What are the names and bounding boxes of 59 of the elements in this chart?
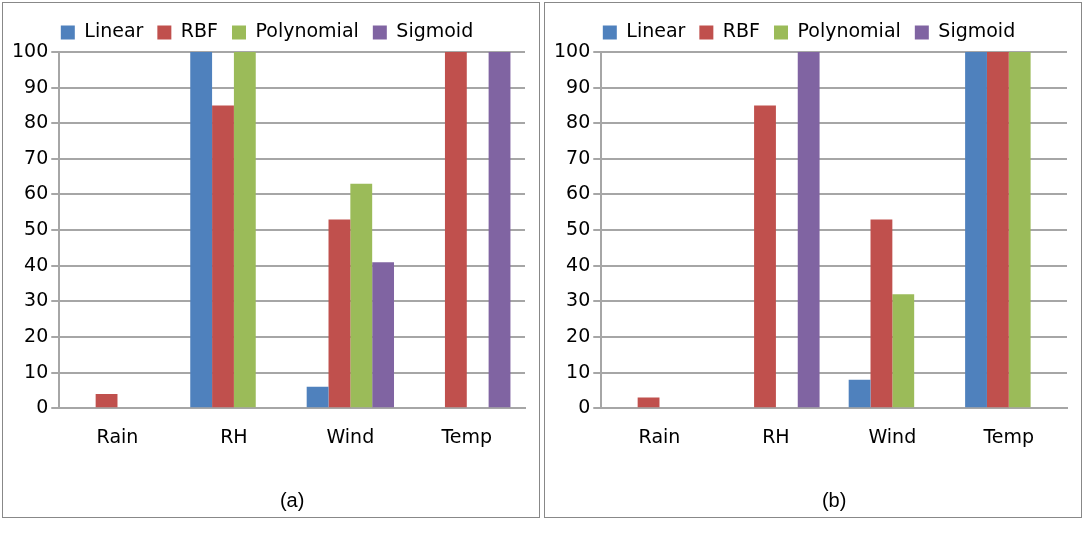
y-tick-label: 50	[566, 217, 591, 240]
bar	[986, 52, 1009, 408]
y-tick-label: 30	[566, 288, 591, 311]
bar	[95, 393, 118, 408]
y-tick-label: 0	[578, 395, 591, 418]
y-tick-label: 30	[24, 288, 49, 311]
legend-label: RBF	[722, 19, 761, 42]
legend-label: Linear	[84, 19, 144, 42]
x-axis-title: (b)	[821, 488, 847, 511]
x-tick-label: RH	[762, 424, 790, 447]
bar	[488, 52, 511, 408]
bar	[306, 386, 329, 408]
legend-label: Polynomial	[255, 19, 359, 42]
y-tick-label: 90	[566, 74, 591, 97]
y-tick-label: 70	[566, 145, 591, 168]
bar	[190, 52, 213, 408]
x-tick-label: Temp	[982, 424, 1035, 447]
x-tick-label: Temp	[440, 424, 493, 447]
x-tick-label: Wind	[326, 424, 375, 447]
y-tick-label: 20	[566, 323, 591, 346]
legend-label: RBF	[180, 19, 219, 42]
y-tick-label: 20	[24, 323, 49, 346]
y-tick-label: 50	[24, 217, 49, 240]
bar	[328, 219, 351, 408]
y-tick-label: 40	[24, 252, 49, 275]
y-tick-label: 40	[566, 252, 591, 275]
y-tick-label: 10	[566, 359, 591, 382]
y-tick-label: 90	[24, 74, 49, 97]
bar	[797, 52, 820, 408]
bar	[892, 294, 915, 408]
bar	[754, 105, 776, 408]
x-tick-label: Wind	[868, 424, 917, 447]
bar	[350, 183, 373, 408]
legend-label: Sigmoid	[938, 19, 1016, 42]
bar	[372, 262, 395, 408]
y-tick-label: 10	[24, 359, 49, 382]
y-tick-label: 80	[24, 110, 49, 133]
y-tick-label: 0	[36, 395, 49, 418]
x-tick-label: Rain	[96, 424, 139, 447]
bar	[444, 52, 467, 408]
y-tick-label: 80	[566, 110, 591, 133]
y-tick-label: 100	[12, 38, 49, 61]
bar	[965, 52, 987, 408]
legend-label: Sigmoid	[396, 19, 474, 42]
bar	[233, 52, 256, 408]
x-tick-label: RH	[220, 424, 248, 447]
x-tick-label: Rain	[638, 424, 681, 447]
y-tick-label: 60	[566, 181, 591, 204]
bar	[637, 397, 660, 408]
legend-label: Polynomial	[797, 19, 901, 42]
bar	[848, 379, 871, 408]
bar	[870, 219, 893, 408]
bar	[212, 105, 234, 408]
legend-label: Linear	[626, 19, 686, 42]
bar	[1008, 52, 1031, 408]
y-tick-label: 70	[24, 145, 49, 168]
y-tick-label: 60	[24, 181, 49, 204]
x-axis-title: (a)	[279, 488, 305, 511]
y-tick-label: 100	[554, 38, 591, 61]
